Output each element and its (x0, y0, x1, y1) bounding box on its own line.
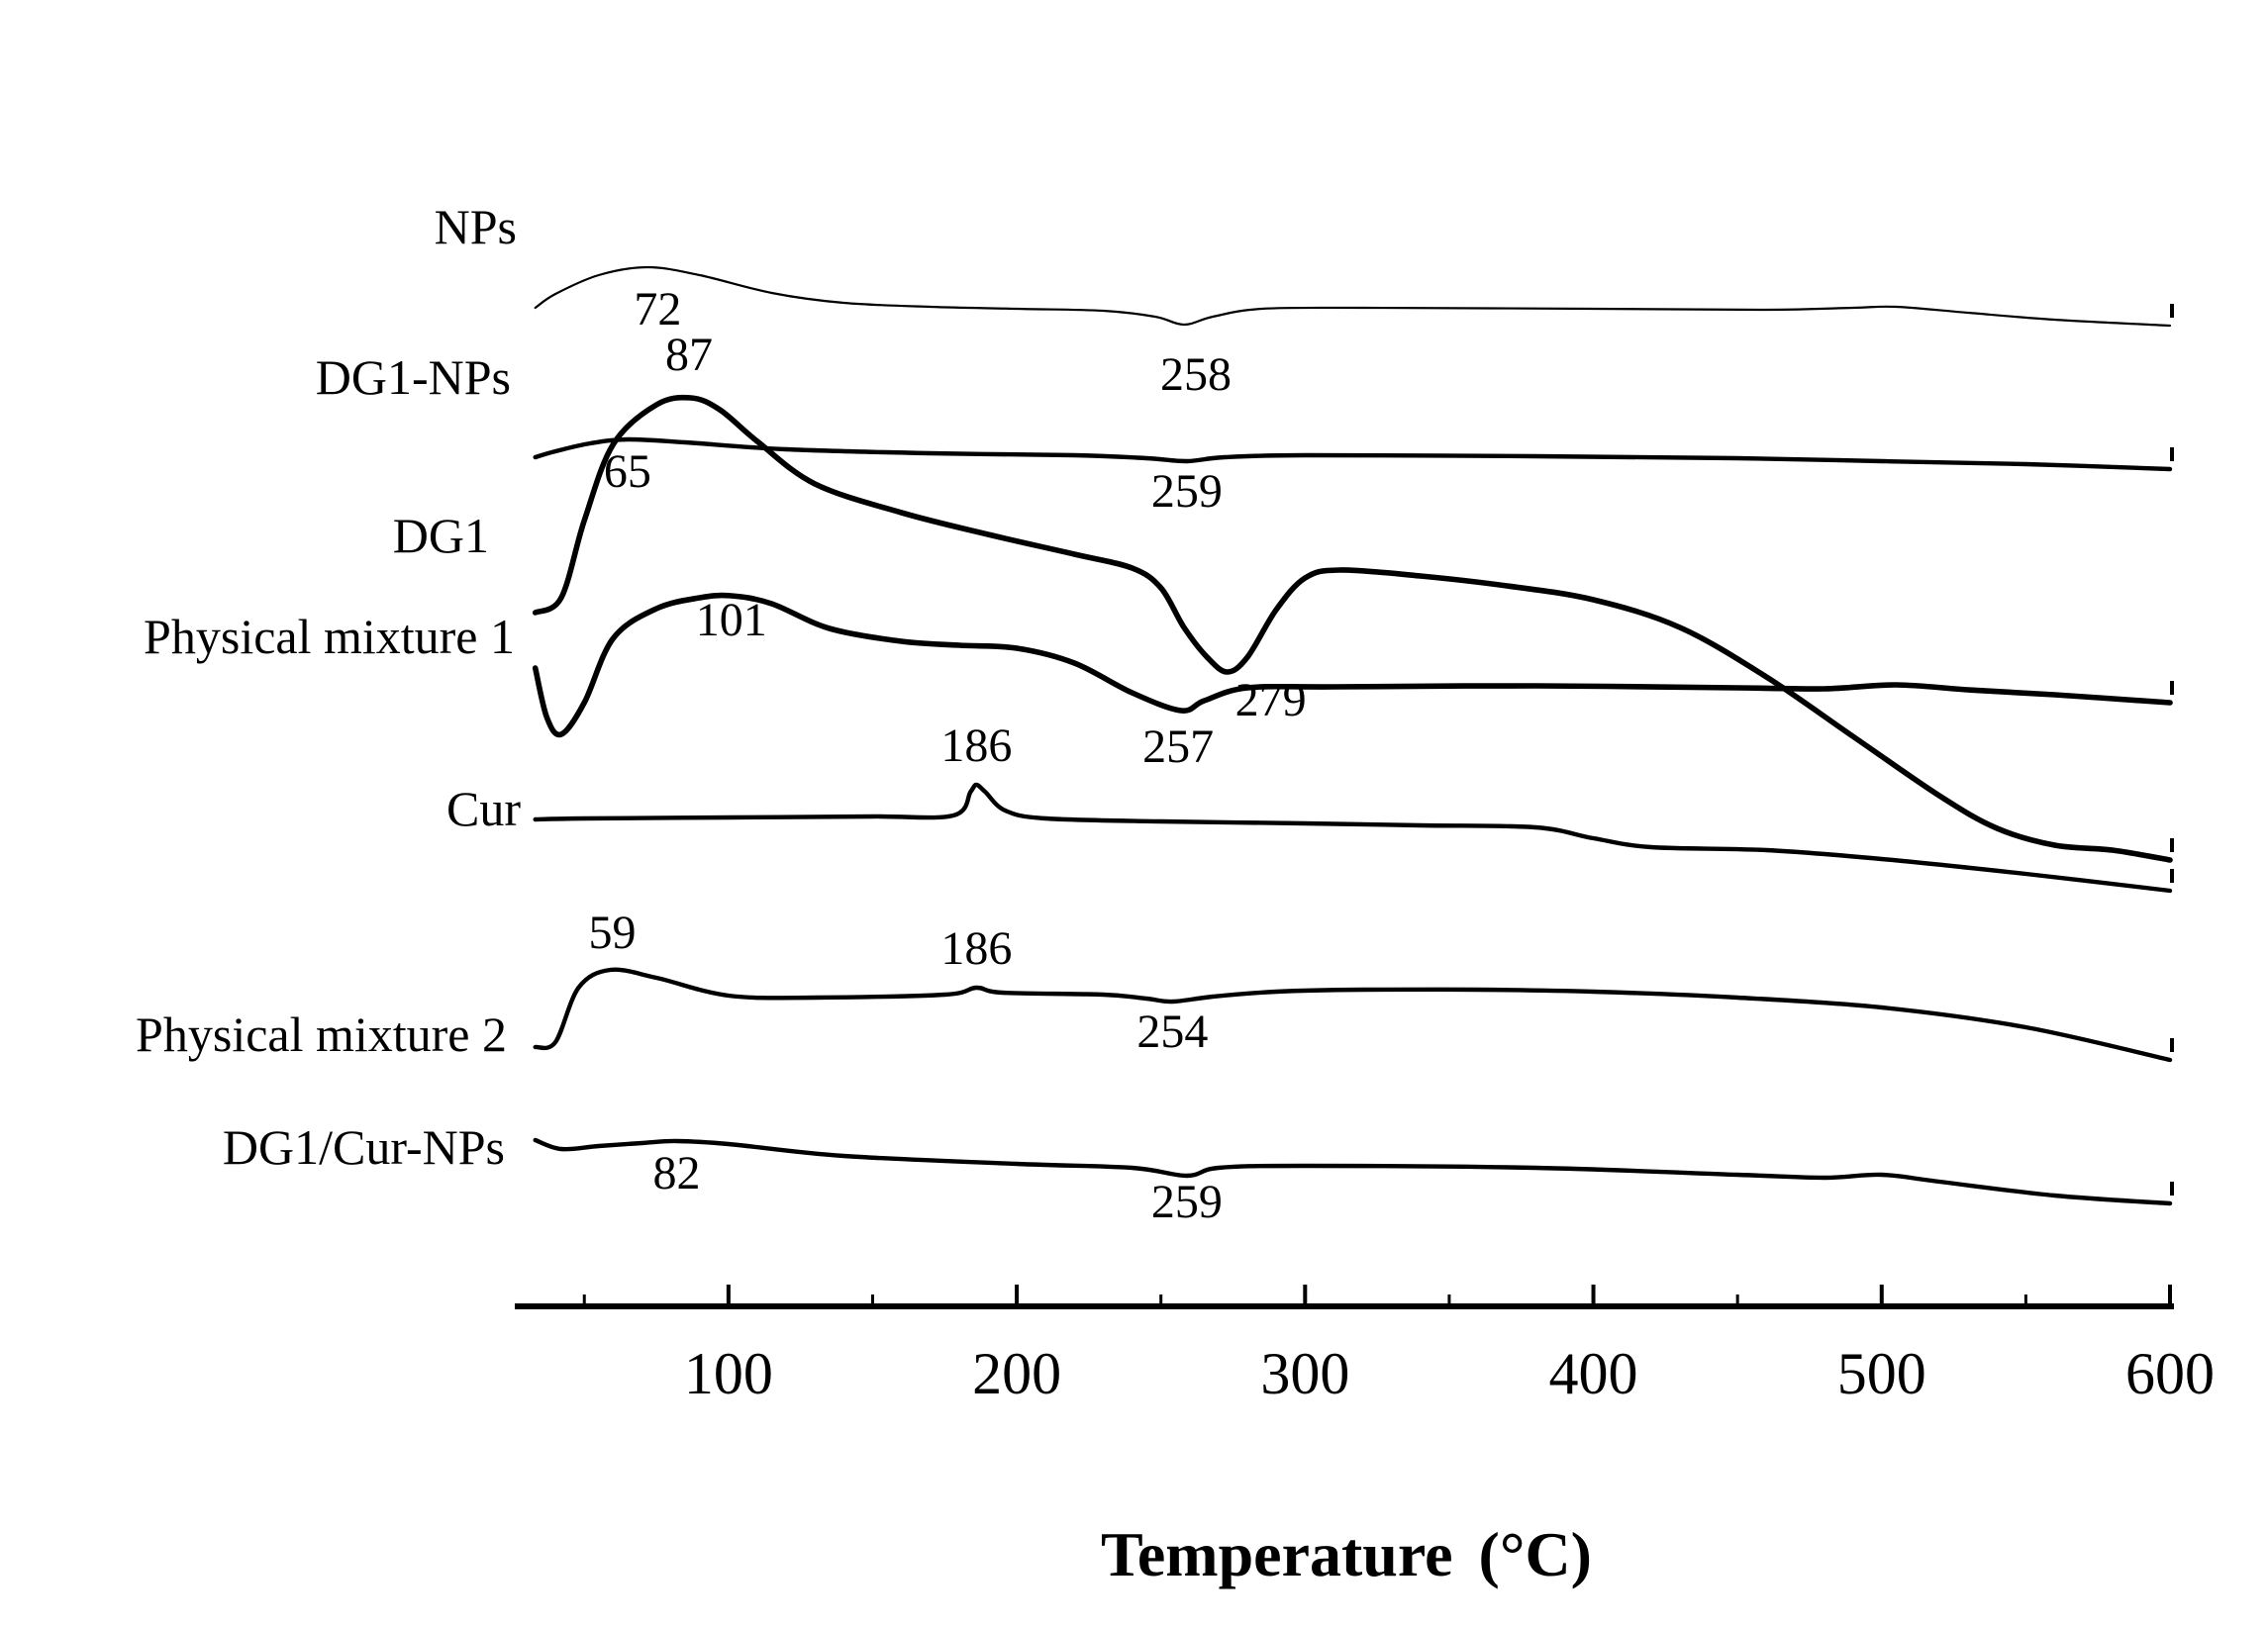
peak-label: 186 (940, 719, 1012, 772)
peak-label: 186 (940, 922, 1012, 975)
series-label-nps: NPs (435, 199, 517, 254)
x-axis: 100 200 300 400 500 600 (515, 1285, 2215, 1406)
x-tick-label: 600 (2125, 1341, 2215, 1406)
peak-label: 258 (1160, 348, 1232, 401)
peak-label: 279 (1235, 674, 1307, 726)
x-tick-label: 100 (684, 1341, 773, 1406)
peak-label: 257 (1142, 720, 1214, 773)
series-line-dg1-cur-nps (533, 1137, 2173, 1206)
x-tick-label: 400 (1549, 1341, 1638, 1406)
x-axis-title-unit: (°C) (1479, 1519, 1592, 1589)
x-axis-title: Temperature (°C) (1101, 1519, 1592, 1589)
series-line-cur (533, 782, 2173, 894)
peak-label: 82 (652, 1147, 700, 1199)
x-axis-title-text: Temperature (1101, 1519, 1453, 1589)
peak-label: 101 (696, 594, 767, 646)
x-tick-label: 200 (972, 1341, 1061, 1406)
peak-label: 72 (634, 283, 681, 335)
series-label-physical-mixture-2: Physical mixture 2 (136, 1006, 507, 1062)
series-line-dg1 (532, 394, 2173, 863)
series-line-dg1-nps (533, 436, 2173, 472)
peak-label: 259 (1151, 1176, 1223, 1228)
curves-layer (532, 265, 2174, 1206)
peak-label: 254 (1136, 1006, 1208, 1058)
x-tick-label: 300 (1260, 1341, 1349, 1406)
peak-label: 65 (604, 445, 651, 498)
series-line-physical-mixture-1 (532, 592, 2173, 738)
series-label-dg1: DG1 (393, 508, 489, 563)
labels-layer: NPs 72 258 DG1-NPs 65 259 DG1 87 279 Physical mix… (136, 199, 1307, 1228)
series-label-dg1-cur-nps: DG1/Cur-NPs (223, 1119, 505, 1175)
series-label-cur: Cur (446, 781, 521, 836)
peak-label: 87 (665, 329, 713, 381)
peak-label: 59 (588, 907, 636, 959)
series-label-physical-mixture-1: Physical mixture 1 (144, 609, 515, 664)
series-line-nps (534, 265, 2172, 328)
peak-label: 259 (1151, 465, 1223, 518)
series-label-dg1-nps: DG1-NPs (316, 349, 511, 405)
series-line-physical-mixture-2 (533, 967, 2173, 1063)
x-tick-label: 500 (1837, 1341, 1926, 1406)
